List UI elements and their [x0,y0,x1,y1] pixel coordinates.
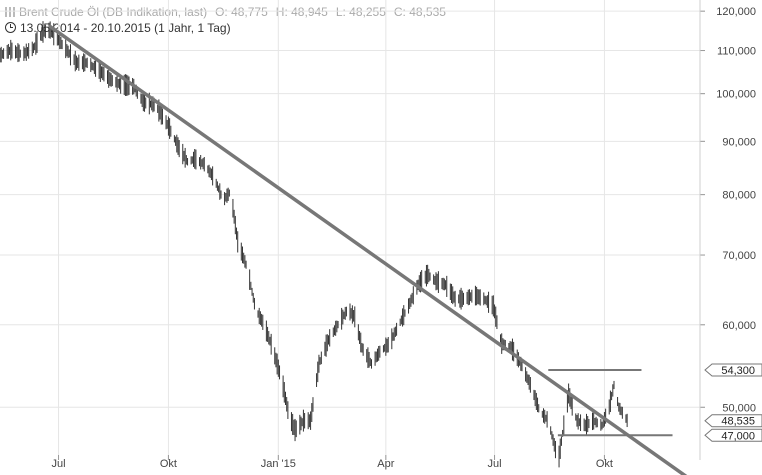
chart-header: Brent Crude Öl (DB Indikation, last) O: 4… [5,5,446,19]
clock-icon [5,22,16,33]
last-price-tag-box [704,414,762,428]
y-tick-label: 90,000 [722,136,756,148]
x-tick-label: Okt [160,458,177,470]
y-tick-label: 110,000 [717,46,756,58]
y-tick-label: 100,000 [716,89,756,101]
ohlc-close: C: 48,535 [393,5,446,19]
date-range: 13.05.2014 - 20.10.2015 (1 Jahr, 1 Tag) [5,21,231,35]
y-tick-label: 80,000 [722,190,756,202]
x-tick-label: Jan '15 [261,458,296,470]
x-tick-label: Jul [488,458,502,470]
y-tick-label: 120,000 [716,6,756,18]
ohlc-low: L: 48,255 [335,5,386,19]
y-tick-label: 50,000 [722,402,756,414]
bar-chart-icon [5,7,15,17]
level-tag: 47,000 [721,430,755,442]
ohlc-high: H: 48,945 [275,5,328,19]
ohlc-open: O: 48,775 [215,5,268,19]
y-tick-label: 70,000 [722,250,756,262]
level-tag-box [704,428,762,442]
level-tag: 54,300 [721,365,755,377]
trendline [48,24,688,475]
instrument-title: Brent Crude Öl (DB Indikation, last) [19,5,208,19]
level-tag-box [704,363,762,377]
y-tick-label: 60,000 [722,320,756,332]
x-tick-label: Jul [52,458,66,470]
last-price-tag: 48,535 [721,416,755,428]
date-range-text: 13.05.2014 - 20.10.2015 (1 Jahr, 1 Tag) [20,21,231,35]
x-tick-label: Apr [377,458,394,470]
x-tick-label: Okt [596,458,613,470]
